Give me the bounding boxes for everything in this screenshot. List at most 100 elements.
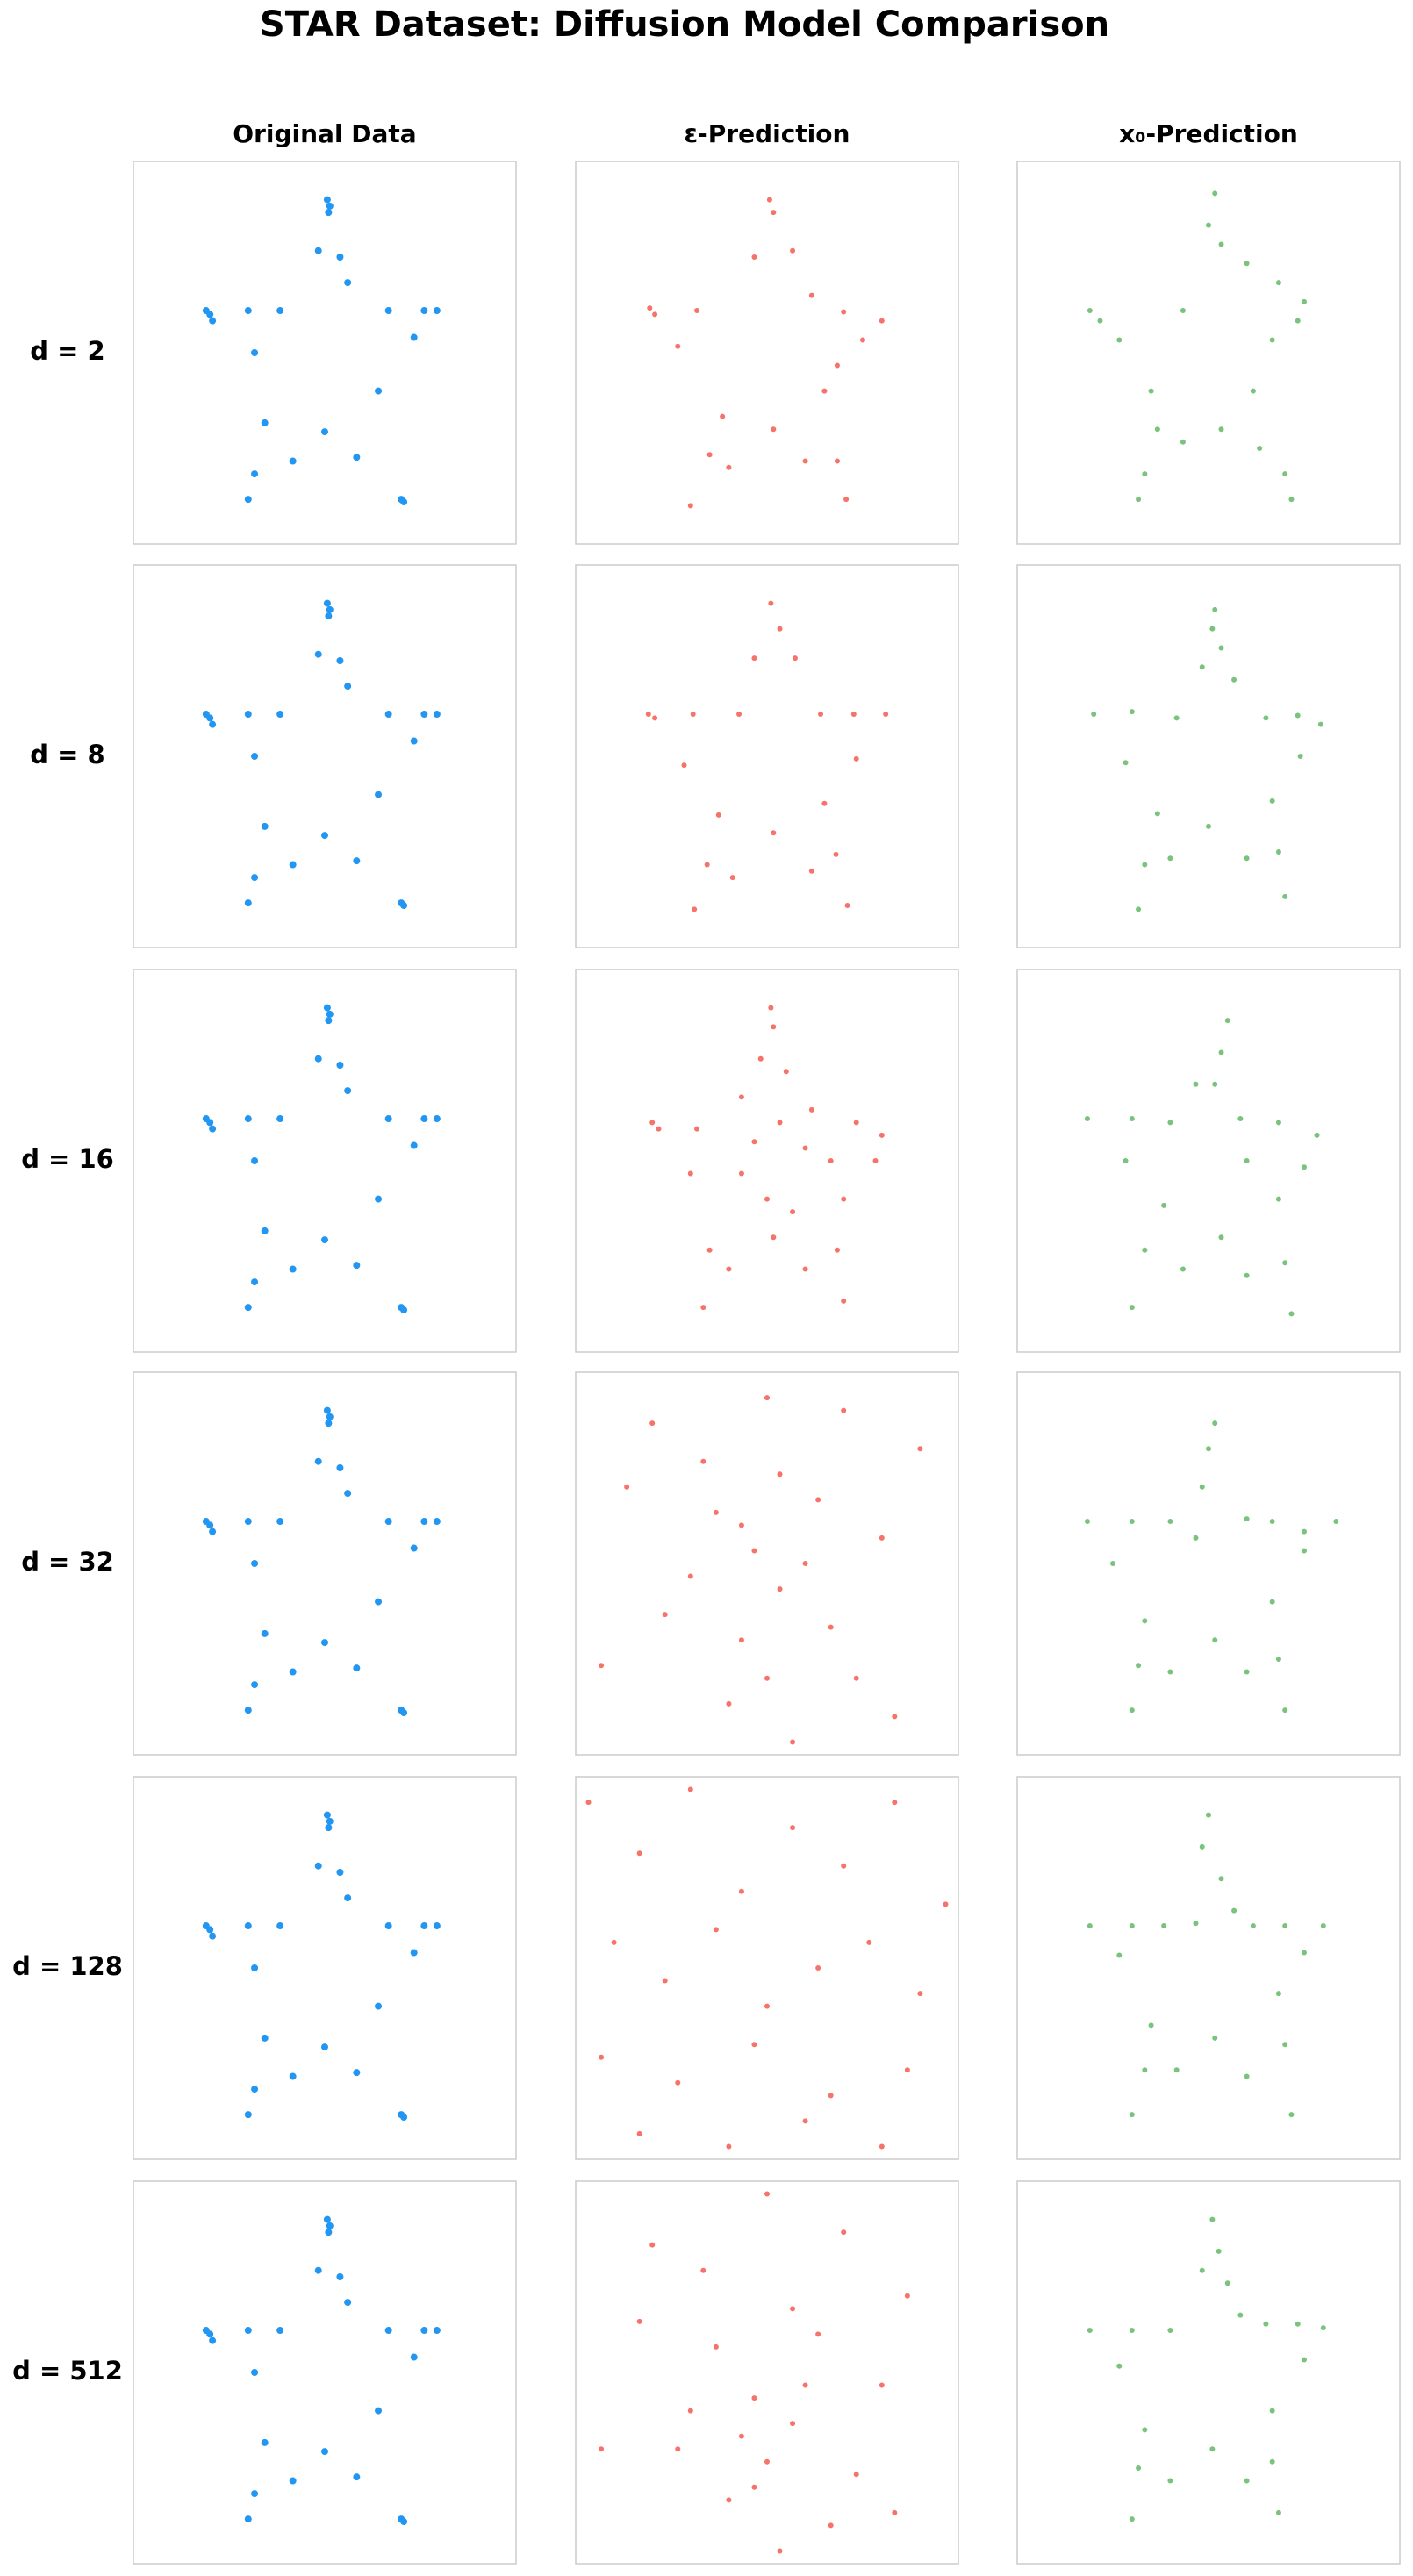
point [1206, 823, 1211, 829]
point [726, 2143, 732, 2150]
point [652, 311, 658, 318]
point [410, 2353, 418, 2361]
point [336, 657, 344, 664]
point [841, 2229, 847, 2236]
panel-frame [133, 1371, 517, 1756]
point [828, 1158, 834, 1163]
point [321, 1639, 328, 1647]
point [420, 1115, 428, 1123]
point [764, 1675, 770, 1681]
point [206, 2330, 214, 2338]
point [766, 197, 772, 203]
panel [575, 564, 959, 948]
point [244, 496, 252, 504]
point [410, 1949, 418, 1957]
point [1244, 855, 1250, 862]
point [433, 1518, 441, 1526]
point [244, 1115, 252, 1123]
point [700, 2267, 706, 2273]
point [289, 2072, 297, 2080]
point [585, 1800, 592, 1806]
point [1282, 1260, 1288, 1266]
point [251, 874, 259, 882]
point [1154, 426, 1160, 433]
point [1275, 280, 1281, 286]
point [1231, 676, 1237, 683]
point [209, 1528, 217, 1535]
point [244, 307, 252, 315]
panel-frame [1016, 1371, 1401, 1756]
point [1084, 1116, 1090, 1122]
point [624, 1484, 630, 1490]
point [251, 470, 259, 478]
point [1167, 1519, 1173, 1525]
point [1212, 1420, 1218, 1427]
point [261, 2034, 269, 2042]
point [1269, 1599, 1275, 1605]
point [892, 2509, 898, 2515]
point [771, 426, 777, 433]
point [1180, 308, 1186, 314]
point [771, 1024, 777, 1030]
point [323, 196, 331, 204]
point [690, 712, 696, 718]
point [244, 1922, 252, 1930]
panel-frame [133, 969, 517, 1353]
point [326, 1010, 334, 1018]
point [599, 1663, 605, 1669]
point [1237, 1116, 1244, 1122]
point [323, 599, 331, 607]
panel [133, 2180, 517, 2565]
point [792, 655, 798, 662]
point [777, 1471, 783, 1478]
point [251, 1964, 259, 1971]
point [751, 2395, 757, 2401]
point [1193, 1921, 1199, 1927]
panel [133, 564, 517, 948]
point [841, 1407, 847, 1413]
point [1263, 2321, 1269, 2327]
point [433, 711, 441, 719]
point [1244, 1516, 1250, 1522]
point [1320, 1923, 1326, 1929]
point [790, 2306, 796, 2312]
point [206, 311, 214, 318]
point [1212, 606, 1218, 612]
point [1206, 1812, 1211, 1818]
point [1302, 1950, 1307, 1956]
point [1333, 1519, 1339, 1525]
point [289, 2477, 297, 2485]
point [883, 712, 889, 718]
point [206, 714, 214, 722]
point [1199, 1484, 1205, 1490]
point [1302, 1164, 1307, 1170]
point [384, 1518, 392, 1526]
point [1199, 1843, 1205, 1850]
point [326, 1817, 334, 1825]
panel [575, 969, 959, 1353]
point [790, 2421, 796, 2427]
point [662, 1612, 668, 1618]
point [323, 2215, 331, 2223]
point [704, 862, 710, 868]
point [879, 2382, 885, 2388]
point [645, 712, 651, 718]
point [1314, 1132, 1320, 1138]
point [1275, 1120, 1281, 1126]
point [420, 1922, 428, 1930]
point [636, 1850, 642, 1857]
point [1129, 1116, 1135, 1122]
point [276, 1922, 284, 1930]
point [892, 1714, 898, 1720]
point [1250, 1923, 1256, 1929]
point [720, 413, 726, 419]
panel [1016, 161, 1401, 545]
point [1212, 1637, 1218, 1643]
point [726, 2497, 732, 2503]
point [336, 1062, 344, 1069]
point [844, 903, 850, 909]
point [1209, 2446, 1216, 2452]
point [790, 247, 796, 254]
point [344, 683, 352, 691]
point [209, 1125, 217, 1133]
